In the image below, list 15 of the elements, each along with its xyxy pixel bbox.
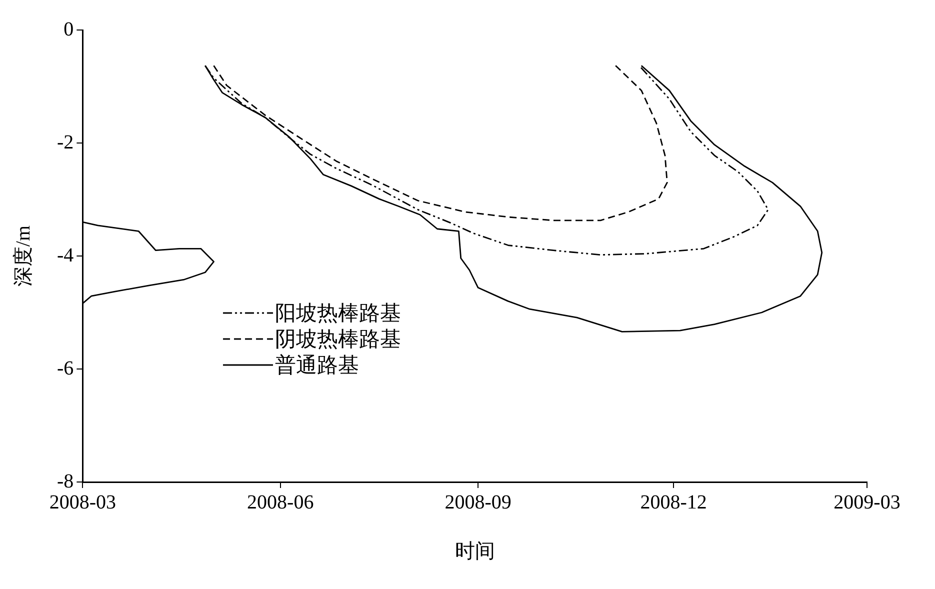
legend-label: 普通路基 <box>275 352 359 378</box>
y-tick-label: -6 <box>56 357 74 380</box>
x-axis-title: 时间 <box>454 540 495 562</box>
x-tick-label: 2008-09 <box>444 491 512 514</box>
x-tick-label: 2008-12 <box>640 491 707 514</box>
y-axis-title: 深度/m <box>12 225 34 287</box>
legend-label: 阴坡热棒路基 <box>275 326 401 352</box>
y-tick-label: -2 <box>56 131 74 154</box>
y-tick-label: -4 <box>56 244 74 266</box>
y-tick-label: -8 <box>56 470 74 492</box>
y-tick-label: 0 <box>64 18 74 40</box>
x-tick-label: 2008-06 <box>247 491 314 514</box>
x-tick-label: 2009-03 <box>834 491 900 514</box>
x-tick-label: 2008-03 <box>49 491 116 514</box>
legend-label: 阳坡热棒路基 <box>275 300 401 326</box>
